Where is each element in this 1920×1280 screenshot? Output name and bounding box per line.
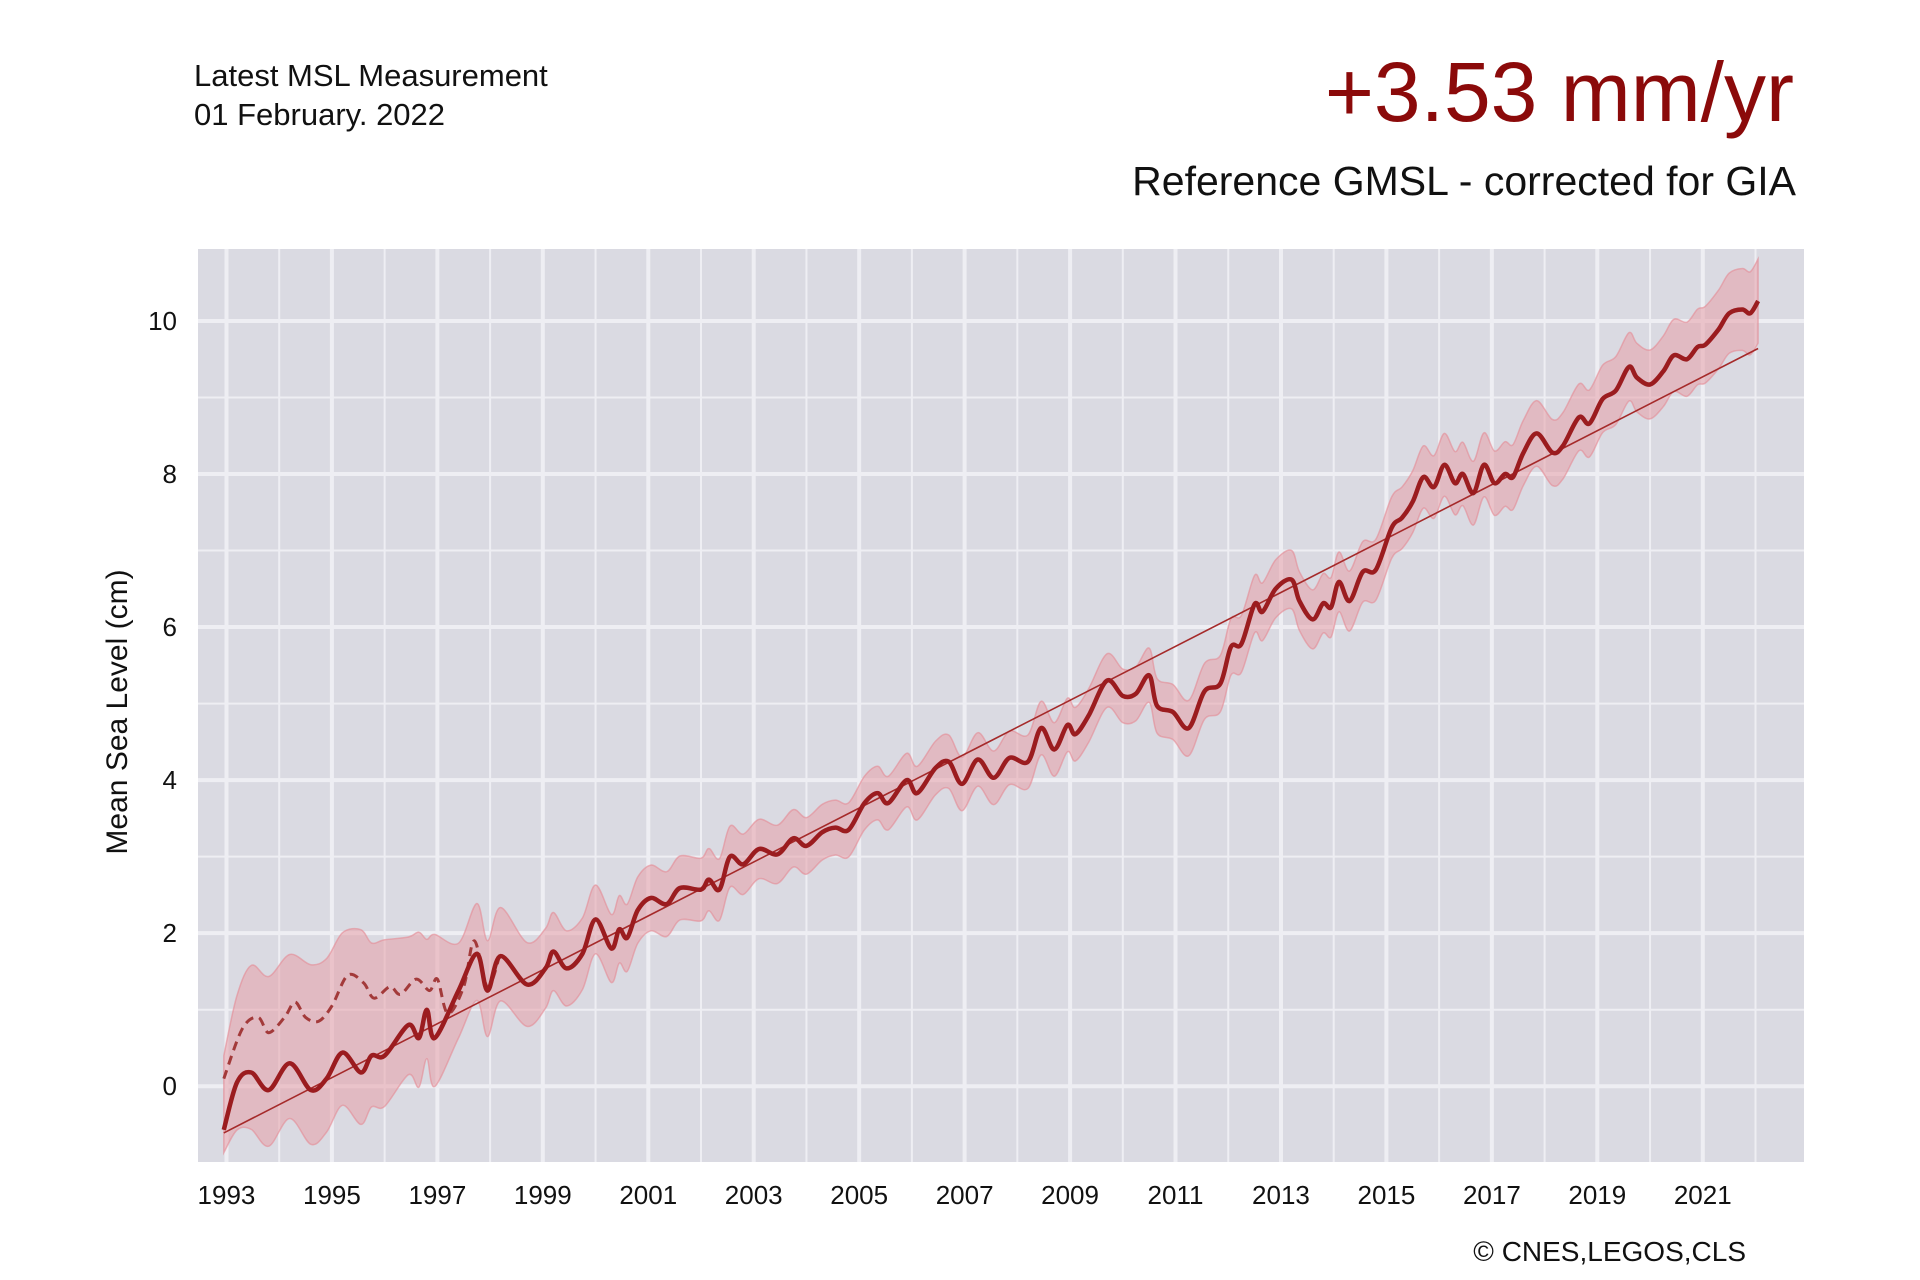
series-layer: [221, 256, 1761, 1156]
y-tick-label: 0: [163, 1071, 177, 1101]
y-tick-label: 4: [163, 765, 177, 795]
x-tick-label: 2005: [830, 1180, 888, 1210]
latest-measurement: Latest MSL Measurement 01 February. 2022: [194, 56, 548, 134]
x-tick-label: 2001: [619, 1180, 677, 1210]
trend-line: [223, 347, 1759, 1134]
y-axis-label: Mean Sea Level (cm): [101, 569, 134, 854]
x-tick-label: 1999: [514, 1180, 572, 1210]
x-tick-label: 1995: [303, 1180, 361, 1210]
x-tick-label: 2021: [1674, 1180, 1732, 1210]
x-tick-label: 2019: [1568, 1180, 1626, 1210]
x-tick-label: 2017: [1463, 1180, 1521, 1210]
y-axis-ticks: 0 2 4 6 8 10: [148, 306, 177, 1101]
x-tick-label: 2007: [936, 1180, 994, 1210]
y-tick-label: 8: [163, 459, 177, 489]
rate-headline: +3.53 mm/yr: [1324, 45, 1794, 139]
x-tick-label: 1997: [408, 1180, 466, 1210]
chart-subtitle: Reference GMSL - corrected for GIA: [1132, 158, 1796, 204]
uncertainty-band: [223, 256, 1759, 1156]
x-axis-ticks: 1993 1995 1997 1999 2001 2003 2005 2007 2009 2011…: [198, 1180, 1732, 1210]
x-tick-label: 2013: [1252, 1180, 1310, 1210]
x-tick-label: 2015: [1357, 1180, 1415, 1210]
series-line-dashed: [222, 939, 503, 1080]
x-tick-label: 2011: [1148, 1180, 1204, 1210]
x-tick-label: 2009: [1041, 1180, 1099, 1210]
x-tick-label: 1993: [198, 1180, 256, 1210]
x-tick-label: 2003: [725, 1180, 783, 1210]
copyright-credit: © CNES,LEGOS,CLS: [1473, 1236, 1746, 1267]
y-tick-label: 2: [163, 918, 177, 948]
y-tick-label: 10: [148, 306, 177, 336]
latest-label: Latest MSL Measurement: [194, 58, 548, 93]
latest-date: 01 February. 2022: [194, 97, 446, 132]
series-line-gmsl: [221, 299, 1761, 1131]
y-tick-label: 6: [163, 612, 177, 642]
